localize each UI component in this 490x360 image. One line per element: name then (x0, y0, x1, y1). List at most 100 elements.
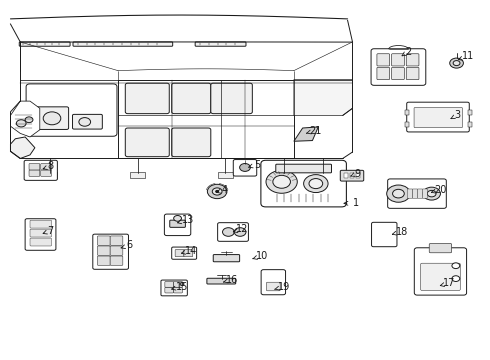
FancyBboxPatch shape (195, 42, 246, 46)
FancyBboxPatch shape (414, 108, 463, 128)
FancyBboxPatch shape (377, 67, 390, 80)
Circle shape (212, 188, 222, 195)
FancyBboxPatch shape (261, 270, 286, 295)
FancyBboxPatch shape (184, 249, 193, 257)
FancyBboxPatch shape (29, 170, 40, 176)
Polygon shape (294, 127, 318, 141)
FancyBboxPatch shape (413, 189, 417, 198)
Circle shape (180, 283, 184, 285)
FancyBboxPatch shape (172, 128, 211, 157)
Text: 18: 18 (392, 227, 408, 237)
FancyBboxPatch shape (415, 248, 466, 295)
FancyBboxPatch shape (165, 282, 173, 287)
Bar (130, 172, 145, 178)
FancyBboxPatch shape (125, 83, 169, 114)
Bar (468, 122, 472, 127)
Text: 9: 9 (351, 168, 360, 179)
Text: 13: 13 (177, 215, 194, 225)
FancyBboxPatch shape (30, 238, 51, 246)
Circle shape (423, 187, 441, 200)
FancyBboxPatch shape (164, 214, 191, 235)
Circle shape (234, 228, 246, 236)
Bar (344, 173, 348, 178)
Text: 16: 16 (223, 275, 239, 285)
Circle shape (222, 228, 234, 236)
Text: 8: 8 (43, 161, 53, 171)
Circle shape (304, 175, 328, 193)
Circle shape (387, 185, 410, 202)
Circle shape (240, 163, 250, 171)
Bar (118, 80, 294, 158)
Circle shape (273, 175, 291, 188)
Circle shape (452, 263, 460, 269)
FancyBboxPatch shape (213, 255, 240, 262)
FancyBboxPatch shape (98, 236, 110, 245)
FancyBboxPatch shape (29, 163, 40, 170)
Text: 19: 19 (275, 282, 290, 292)
FancyBboxPatch shape (417, 189, 422, 198)
Text: 20: 20 (432, 185, 447, 195)
Bar (42, 172, 57, 178)
FancyBboxPatch shape (93, 234, 128, 269)
FancyBboxPatch shape (218, 223, 248, 241)
FancyBboxPatch shape (172, 83, 211, 114)
FancyBboxPatch shape (172, 247, 196, 259)
Circle shape (216, 190, 219, 193)
FancyBboxPatch shape (377, 54, 390, 66)
FancyBboxPatch shape (165, 287, 173, 293)
Circle shape (453, 60, 460, 66)
FancyBboxPatch shape (125, 128, 169, 157)
Text: 21: 21 (307, 126, 322, 135)
Text: 15: 15 (172, 282, 188, 292)
Text: 3: 3 (451, 111, 460, 121)
Circle shape (173, 216, 181, 221)
Bar (468, 110, 472, 116)
Polygon shape (10, 137, 35, 158)
Text: 10: 10 (253, 251, 268, 261)
FancyBboxPatch shape (371, 49, 426, 85)
FancyBboxPatch shape (207, 278, 236, 284)
FancyBboxPatch shape (388, 179, 446, 208)
Bar (405, 110, 409, 116)
FancyBboxPatch shape (406, 67, 419, 80)
Text: 5: 5 (248, 159, 260, 170)
FancyBboxPatch shape (30, 229, 51, 237)
Bar (350, 173, 354, 178)
FancyBboxPatch shape (30, 220, 51, 228)
Text: 6: 6 (121, 240, 133, 250)
Text: 7: 7 (43, 226, 53, 236)
FancyBboxPatch shape (19, 42, 70, 46)
Circle shape (309, 179, 323, 189)
FancyBboxPatch shape (26, 84, 117, 136)
Text: 2: 2 (402, 46, 412, 57)
FancyBboxPatch shape (420, 263, 460, 291)
FancyBboxPatch shape (73, 114, 102, 129)
FancyBboxPatch shape (35, 107, 69, 130)
Circle shape (266, 170, 297, 193)
FancyBboxPatch shape (73, 42, 172, 46)
FancyBboxPatch shape (110, 236, 123, 245)
Circle shape (207, 184, 227, 199)
FancyBboxPatch shape (392, 54, 404, 66)
FancyBboxPatch shape (406, 54, 419, 66)
FancyBboxPatch shape (98, 246, 110, 255)
FancyBboxPatch shape (161, 280, 187, 296)
FancyBboxPatch shape (429, 243, 452, 253)
FancyBboxPatch shape (41, 170, 51, 176)
FancyBboxPatch shape (173, 287, 182, 293)
Circle shape (452, 276, 460, 282)
FancyBboxPatch shape (340, 170, 364, 181)
FancyBboxPatch shape (392, 67, 404, 80)
Circle shape (392, 189, 404, 198)
FancyBboxPatch shape (24, 160, 57, 180)
FancyBboxPatch shape (422, 189, 427, 198)
Text: 12: 12 (233, 225, 248, 234)
Bar (356, 173, 360, 178)
FancyBboxPatch shape (41, 163, 51, 170)
Bar (316, 172, 331, 178)
Circle shape (79, 118, 91, 126)
FancyBboxPatch shape (276, 164, 331, 173)
Circle shape (450, 58, 464, 68)
FancyBboxPatch shape (170, 220, 185, 227)
Circle shape (427, 190, 436, 197)
